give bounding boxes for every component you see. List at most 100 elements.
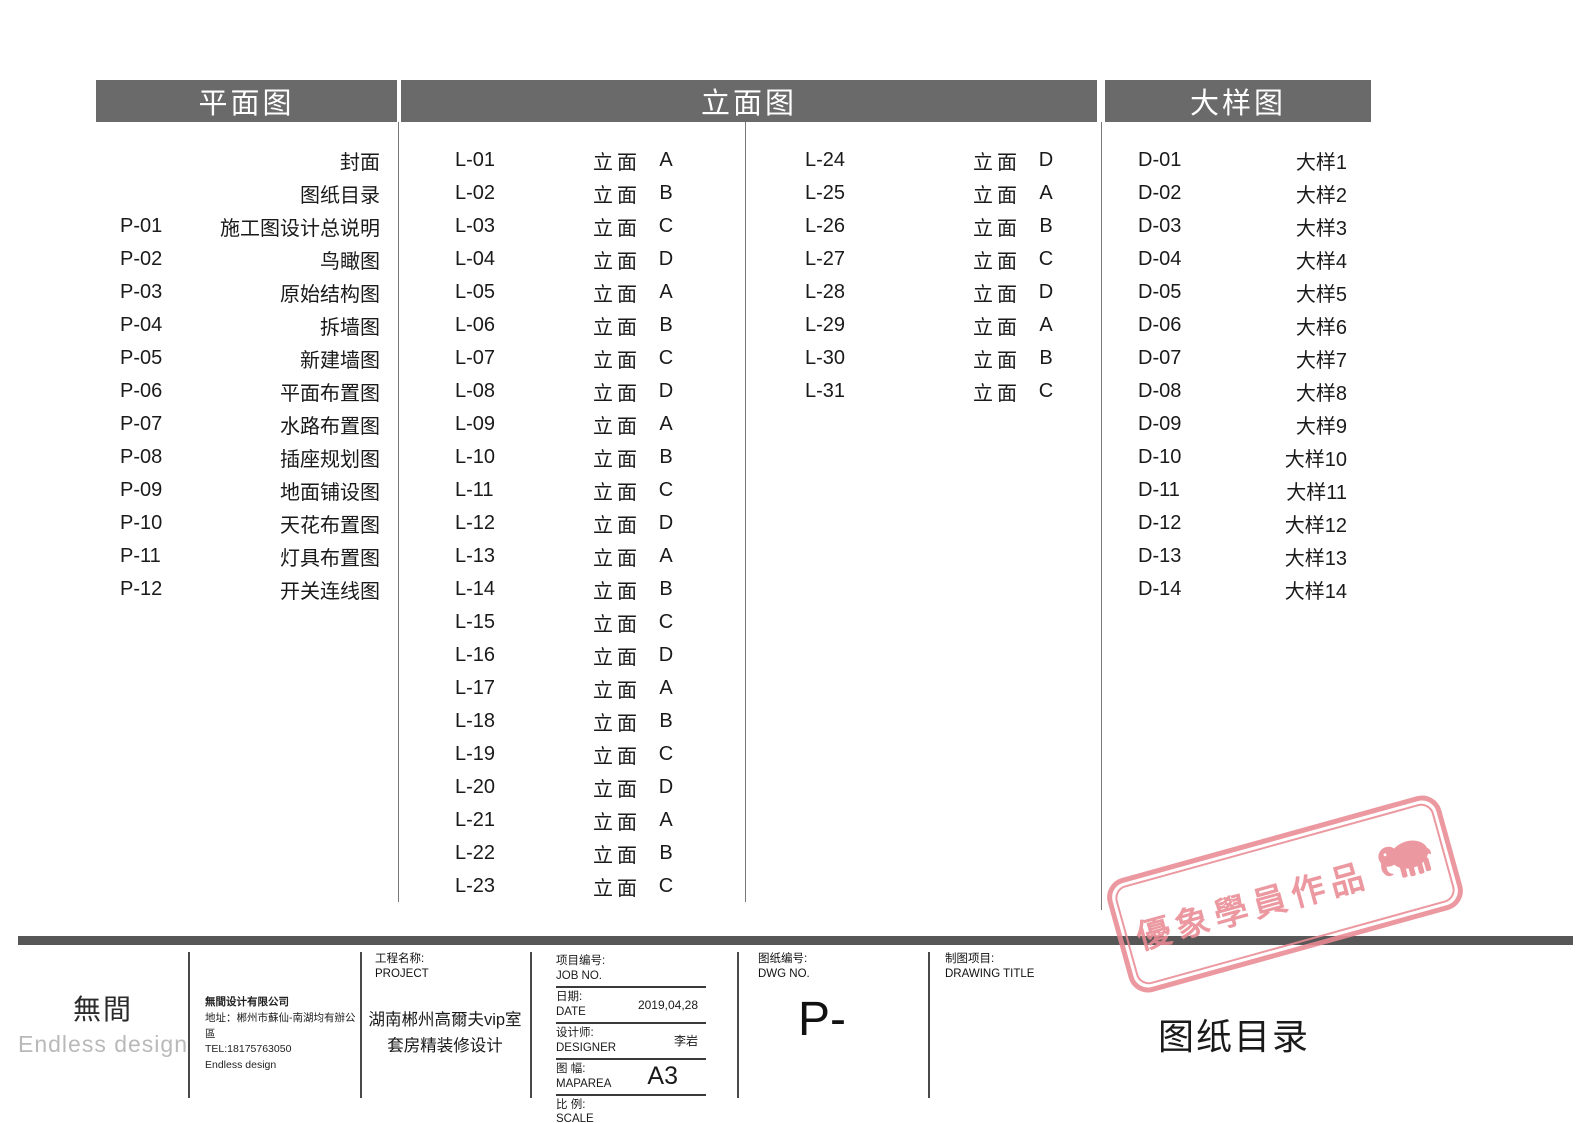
elevation-label: 立面 [593,515,641,537]
sheet-title: 图纸目录 [300,185,380,207]
elevation-label: 立面 [593,812,641,834]
list-item: D-02 大样2 [1105,177,1347,210]
stamp-inner-border: 優象學員作品 [1112,800,1458,988]
sheet-number: L-06 [455,314,496,336]
sheet-title: 大样6 [1295,317,1347,339]
list-item: L-11 立面 C [430,474,690,507]
elevation-letter: B [659,446,673,468]
elevation-letter: D [1038,149,1054,171]
project-name-line2: 套房精装修设计 [387,1036,503,1055]
list-item: P-09 地面铺设图 [96,474,380,507]
sheet-number: D-04 [1138,248,1182,270]
sheet-number: L-20 [455,776,496,798]
sheet-number: L-01 [455,149,496,171]
date-value: 2019,04,28 [637,997,698,1012]
sheet-number: L-25 [805,182,846,204]
meta-row-date: 日期: DATE 2019,04,28 [556,988,706,1024]
elevations-list-2: L-24 立面 D L-25 立面 A L-26 立面 B L-27 立面 C L-28 立面 D L-29 立… [780,144,1070,408]
company-subname: Endless design [205,1059,277,1071]
sheet-number: L-08 [455,380,496,402]
sheet-number: P-06 [120,380,163,402]
sheet-number: L-27 [805,248,846,270]
elevation-letter: A [659,809,673,831]
sheet-number: L-24 [805,149,846,171]
sheet-title: 拆墙图 [320,317,380,339]
list-item: L-04 立面 D [430,243,690,276]
list-item: D-05 大样5 [1105,276,1347,309]
sheet-number: L-28 [805,281,846,303]
column-divider [745,122,746,902]
elevation-label: 立面 [593,878,641,900]
sheet-title: 天花布置图 [280,515,380,537]
elevation-label: 立面 [973,251,1021,273]
list-item: P-02 鸟瞰图 [96,243,380,276]
elevation-letter: C [1038,380,1054,402]
list-item: P-11 灯具布置图 [96,540,380,573]
list-item: L-25 立面 A [780,177,1070,210]
list-item: L-03 立面 C [430,210,690,243]
titleblock-divider [928,952,930,1098]
elevation-letter: B [1039,347,1053,369]
elevation-label: 立面 [593,350,641,372]
sheet-title: 大样7 [1295,350,1347,372]
elevation-letter: A [659,677,673,699]
sheet-title: 大样10 [1284,449,1347,471]
list-item: D-10 大样10 [1105,441,1347,474]
project-label-en: PROJECT [375,967,429,980]
elevation-letter: C [658,215,674,237]
list-item: P-10 天花布置图 [96,507,380,540]
list-item: L-05 立面 A [430,276,690,309]
dwg-label-en: DWG NO. [758,967,810,980]
elevation-label: 立面 [593,647,641,669]
list-item: L-31 立面 C [780,375,1070,408]
sheet-number: L-31 [805,380,846,402]
sheet-number: D-05 [1138,281,1182,303]
drawing-title-label-en: DRAWING TITLE [945,967,1035,980]
titleblock-divider [530,952,532,1098]
sheet-number: L-10 [455,446,496,468]
elevation-label: 立面 [593,713,641,735]
sheet-number: L-13 [455,545,496,567]
elevation-letter: A [1039,182,1053,204]
elevation-letter: A [1039,314,1053,336]
elevation-letter: B [659,182,673,204]
column-divider [398,122,399,902]
sheet-number: P-01 [120,215,163,237]
section-header-plans: 平面图 [96,80,397,122]
list-item: D-13 大样13 [1105,540,1347,573]
elevation-label: 立面 [593,383,641,405]
list-item: D-08 大样8 [1105,375,1347,408]
elevation-letter: A [659,149,673,171]
list-item: D-09 大样9 [1105,408,1347,441]
elevation-label: 立面 [593,482,641,504]
size-label-en: MAPAREA [556,1077,612,1090]
list-item: 图纸目录 [96,177,380,210]
meta-row-size: 图 幅: MAPAREA A3 [556,1060,706,1096]
elevation-letter: B [659,314,673,336]
elevation-letter: C [658,743,674,765]
sheet-number: L-29 [805,314,846,336]
list-item: L-24 立面 D [780,144,1070,177]
scale-label-en: SCALE [556,1113,594,1123]
list-item: L-27 立面 C [780,243,1070,276]
elevation-letter: D [658,644,674,666]
plans-list: 封面 图纸目录 P-01 施工图设计总说明 P-02 鸟瞰图 P-03 原始结构图 P-04 拆墙… [96,144,380,606]
list-item: L-29 立面 A [780,309,1070,342]
sheet-number: D-02 [1138,182,1182,204]
size-label-zh: 图 幅: [556,1062,586,1075]
list-item: L-23 立面 C [430,870,690,903]
sheet-number: P-07 [120,413,163,435]
list-item: L-17 立面 A [430,672,690,705]
sheet-title: 大样14 [1284,581,1347,603]
list-item: P-07 水路布置图 [96,408,380,441]
sheet-title: 原始结构图 [280,284,380,306]
elevation-letter: C [658,611,674,633]
list-item: L-02 立面 B [430,177,690,210]
elevation-label: 立面 [593,614,641,636]
sheet-number: L-09 [455,413,496,435]
list-item: P-08 插座规划图 [96,441,380,474]
sheet-number: D-06 [1138,314,1182,336]
list-item: P-05 新建墙图 [96,342,380,375]
elevation-letter: C [658,875,674,897]
list-item: P-06 平面布置图 [96,375,380,408]
